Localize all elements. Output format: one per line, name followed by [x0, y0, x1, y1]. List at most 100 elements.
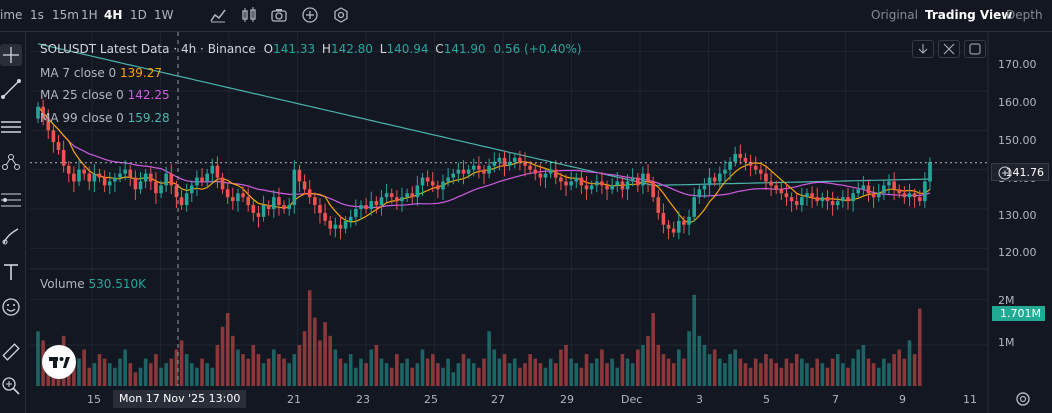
horizontal-lines-icon[interactable] [0, 116, 22, 138]
collapse-button[interactable] [938, 40, 960, 58]
emoji-icon[interactable] [0, 296, 22, 318]
time-tick: 11 [963, 393, 977, 406]
volume-bar [861, 344, 866, 386]
price-tick: 160.00 [998, 96, 1037, 109]
candle-body [569, 181, 573, 186]
open-value: 141.33 [273, 42, 316, 56]
scroll-down-button[interactable] [912, 40, 934, 58]
view-tradingview-tab[interactable]: Trading View [925, 8, 1013, 22]
candle-body [692, 197, 696, 217]
volume-bar [692, 294, 696, 386]
candle-body [466, 169, 471, 174]
candle-body [297, 169, 302, 182]
volume-bar [154, 354, 158, 386]
interval-label: 4h [180, 42, 197, 56]
candle-body [436, 185, 440, 190]
time-tick: 29 [560, 393, 574, 406]
timeframe-15m-button[interactable]: 15m [52, 8, 79, 22]
line-chart-icon[interactable] [209, 6, 227, 24]
crosshair-icon[interactable] [0, 44, 22, 66]
timeframe-1h-button[interactable]: 1H [81, 8, 98, 22]
timeframe-1w-button[interactable]: 1W [154, 8, 174, 22]
chart-settings-icon[interactable] [1012, 390, 1034, 408]
ruler-icon[interactable] [0, 341, 22, 363]
ma7-value: 139.27 [120, 66, 163, 80]
add-circle-icon[interactable] [301, 6, 319, 24]
high-value: 142.80 [330, 42, 373, 56]
ma7-legend[interactable]: MA 7 close 0 139.27 [40, 66, 162, 80]
timeframe-4h-button[interactable]: 4H [104, 8, 123, 22]
tradingview-logo [42, 345, 76, 379]
volume-bar [851, 358, 855, 386]
time-tick: 21 [287, 393, 301, 406]
brush-icon[interactable] [0, 225, 22, 247]
volume-bar [97, 354, 102, 386]
volume-legend[interactable]: Volume 530.510K [40, 277, 146, 291]
candle-body [677, 220, 681, 233]
candle-body [759, 169, 763, 174]
add-alert-icon[interactable] [998, 166, 1012, 180]
candle-body [912, 193, 917, 198]
view-depth-tab[interactable]: Depth [1006, 8, 1043, 22]
candle-body [512, 157, 517, 162]
candles-icon[interactable] [240, 6, 258, 24]
volume-bar [128, 363, 133, 386]
volume-bar [297, 344, 302, 386]
node-icon[interactable] [0, 152, 22, 174]
zoom-in-icon[interactable] [0, 375, 22, 397]
ma99-legend[interactable]: MA 99 close 0 159.28 [40, 111, 170, 125]
fib-icon[interactable] [0, 189, 22, 211]
volume-bar [718, 358, 722, 386]
candle-body [195, 177, 199, 186]
volume-bar [605, 363, 609, 386]
trendline-icon[interactable] [0, 78, 22, 100]
time-tick: 3 [696, 393, 703, 406]
candle-body [671, 228, 676, 233]
timeframe-1d-button[interactable]: 1D [130, 8, 147, 22]
volume-bar [892, 354, 896, 386]
candle-body [661, 212, 666, 225]
ohlc-legend: SOLUSDT Latest Data · 4h · Binance O141.… [40, 42, 582, 56]
candle-body [594, 181, 599, 186]
timeframe-time-button[interactable]: ime [0, 8, 23, 22]
candle-body [425, 177, 430, 182]
view-original-tab[interactable]: Original [871, 8, 918, 22]
close-value: 141.90 [443, 42, 486, 56]
volume-bar [507, 363, 512, 386]
current-price-value: 141.76 [1005, 166, 1045, 179]
volume-bar [261, 363, 266, 386]
volume-bar [876, 367, 881, 386]
volume-bar [266, 358, 271, 386]
candle-body [656, 197, 661, 213]
settings-hex-icon[interactable] [332, 6, 350, 24]
fullscreen-button[interactable] [964, 40, 986, 58]
timeframe-1s-button[interactable]: 1s [30, 8, 44, 22]
volume-bar [364, 363, 368, 386]
camera-icon[interactable] [270, 6, 288, 24]
candle-body [748, 161, 753, 166]
ma25-legend[interactable]: MA 25 close 0 142.25 [40, 88, 170, 102]
volume-bar [615, 367, 620, 386]
candle-body [728, 161, 732, 170]
candle-body [810, 193, 814, 198]
text-icon[interactable] [0, 261, 22, 283]
volume-bar [231, 335, 235, 386]
volume-bar [210, 367, 215, 386]
candle-body [379, 197, 384, 206]
volume-bar [323, 322, 327, 386]
volume-bar [518, 367, 522, 386]
volume-bar [292, 354, 297, 386]
symbol-title[interactable]: SOLUSDT Latest Data [40, 42, 170, 56]
volume-bar [415, 363, 420, 386]
candle-body [753, 165, 758, 170]
candle-body [307, 189, 312, 198]
volume-bar [641, 344, 645, 386]
candle-body [815, 197, 820, 202]
candle-body [159, 185, 163, 194]
candle-body [236, 193, 240, 202]
volume-bar [184, 354, 189, 386]
candle-body [923, 181, 927, 202]
candle-body [553, 169, 558, 178]
